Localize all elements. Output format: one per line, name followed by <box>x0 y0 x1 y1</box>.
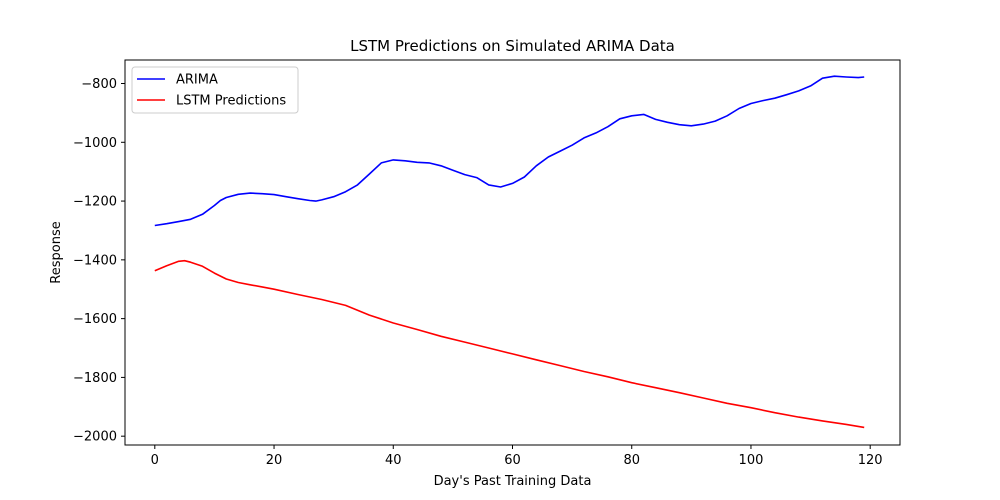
x-axis-ticks: 0 20 40 60 80 100 120 <box>151 445 883 468</box>
plot-lines <box>154 75 865 429</box>
y-tick-label: −1600 <box>73 312 117 327</box>
x-tick-label: 100 <box>739 453 764 468</box>
x-tick-label: 0 <box>151 453 159 468</box>
y-tick-label: −1000 <box>73 136 117 151</box>
x-tick-label: 80 <box>623 453 640 468</box>
y-tick-label: −1800 <box>73 371 117 386</box>
legend-label: ARIMA <box>176 73 218 88</box>
legend: ARIMA LSTM Predictions <box>131 66 299 114</box>
y-tick-label: −1400 <box>73 253 117 268</box>
chart-title: LSTM Predictions on Simulated ARIMA Data <box>350 37 675 55</box>
x-axis-label: Day's Past Training Data <box>434 474 592 489</box>
plot-frame <box>124 59 901 446</box>
x-tick-label: 120 <box>858 453 883 468</box>
series-line-arima <box>154 75 865 227</box>
y-axis-label: Response <box>49 221 64 283</box>
x-tick-label: 20 <box>266 453 283 468</box>
legend-box <box>131 66 299 114</box>
y-tick-label: −1200 <box>73 195 117 210</box>
x-tick-label: 40 <box>385 453 402 468</box>
y-axis-ticks: −2000 −1800 −1600 −1400 −1200 −1000 −800 <box>73 77 125 445</box>
y-tick-label: −800 <box>81 77 117 92</box>
legend-label: LSTM Predictions <box>176 94 286 109</box>
y-tick-label: −2000 <box>73 430 117 445</box>
x-tick-label: 60 <box>504 453 521 468</box>
series-line-lstm-predictions <box>154 259 865 429</box>
